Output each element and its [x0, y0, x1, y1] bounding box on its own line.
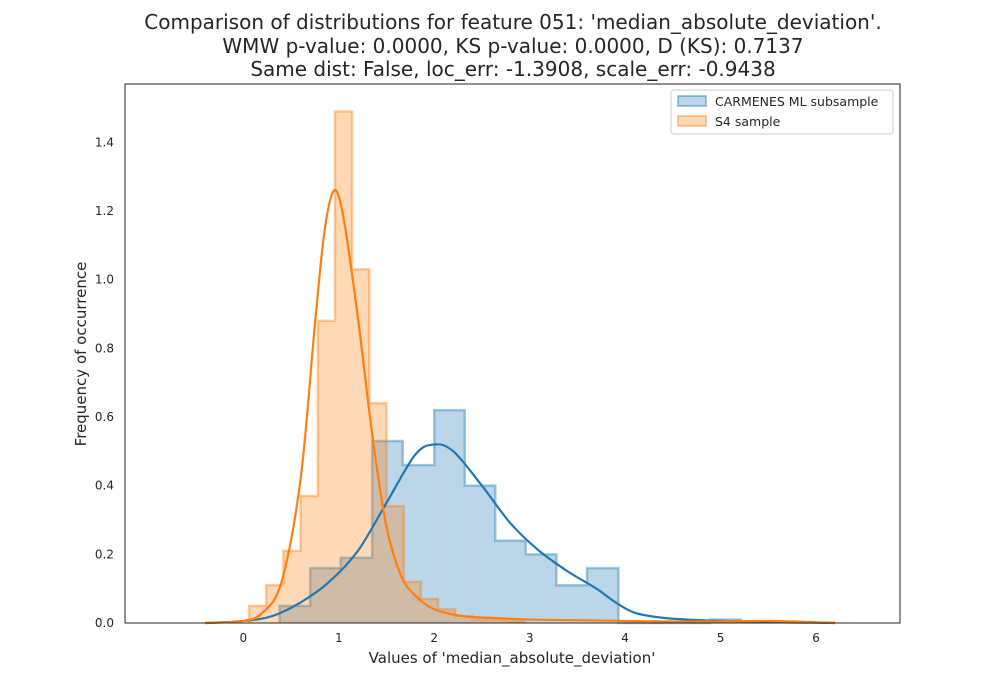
y-tick-label: 0.0 [95, 616, 114, 630]
y-tick-label: 1.2 [95, 204, 114, 218]
bar-carmenes-10 [586, 568, 619, 623]
plot-frame [124, 83, 901, 624]
x-tick-label: 6 [812, 631, 820, 645]
bar-s4-15 [506, 621, 524, 623]
bar-s4-12 [455, 616, 473, 623]
legend-label-carmenes: CARMENES ML subsample [715, 94, 879, 109]
bar-s4-8 [386, 506, 404, 623]
x-tick-label: 5 [717, 631, 725, 645]
bar-s4-13 [472, 619, 490, 623]
bar-s4-5 [334, 111, 353, 623]
title-line-2: WMW p-value: 0.0000, KS p-value: 0.0000,… [222, 34, 803, 58]
bar-carmenes-9 [556, 585, 587, 623]
legend-label-s4: S4 sample [715, 114, 781, 129]
bar-carmenes-4 [402, 465, 435, 623]
bar-carmenes-7 [495, 540, 526, 623]
x-axis-label: Values of 'median_absolute_deviation' [369, 649, 656, 668]
histogram-carmenes [278, 408, 742, 625]
x-tick-label: 2 [430, 631, 438, 645]
y-tick-label: 0.2 [95, 547, 114, 561]
legend-box [670, 89, 894, 135]
y-axis-label: Frequency of occurrence [72, 262, 90, 447]
bar-s4-14 [489, 619, 507, 623]
bar-s4-6 [352, 269, 370, 623]
y-tick-label: 0.4 [95, 479, 114, 493]
histogram-layer [247, 110, 742, 625]
kde-layer [205, 188, 836, 625]
legend-swatch-s4 [677, 115, 707, 127]
x-tick-label: 0 [240, 631, 248, 645]
bar-s4-9 [403, 581, 421, 623]
x-axis-ticks: 0 1 2 3 4 5 6 [240, 631, 820, 645]
title-line-1: Comparison of distributions for feature … [144, 10, 881, 34]
y-tick-label: 1.4 [95, 135, 114, 149]
y-tick-label: 1.0 [95, 273, 114, 287]
bar-carmenes-8 [525, 554, 557, 623]
legend-swatch-carmenes [677, 95, 707, 107]
y-tick-label: 0.6 [95, 410, 114, 424]
x-tick-label: 4 [621, 631, 629, 645]
bar-s4-7 [369, 403, 387, 623]
bar-carmenes-2 [340, 557, 373, 623]
y-axis-ticks: 0.0 0.2 0.4 0.6 0.8 1.0 1.2 1.4 [95, 135, 114, 630]
bar-s4-3 [300, 495, 318, 623]
kde-line-s4 [205, 188, 836, 625]
bar-carmenes-5 [434, 410, 465, 623]
bar-s4-4 [317, 320, 335, 623]
x-tick-label: 1 [335, 631, 343, 645]
bar-carmenes-6 [464, 485, 496, 623]
plot-area [124, 83, 901, 625]
title-line-3: Same dist: False, loc_err: -1.3908, scal… [250, 57, 775, 81]
legend: CARMENES ML subsample S4 sample [670, 89, 894, 135]
x-tick-label: 3 [526, 631, 534, 645]
y-tick-label: 0.8 [95, 341, 114, 355]
chart-title: Comparison of distributions for feature … [144, 10, 881, 81]
